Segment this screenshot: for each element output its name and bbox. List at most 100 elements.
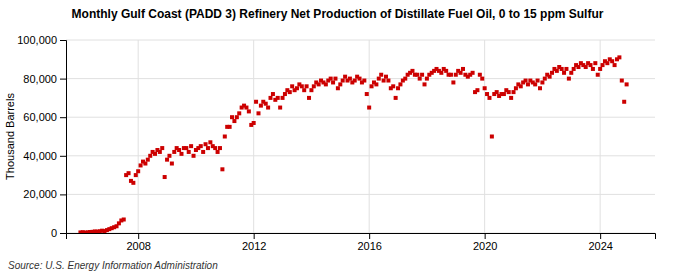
point xyxy=(230,115,234,119)
point xyxy=(480,77,484,81)
point xyxy=(598,67,602,71)
point xyxy=(146,158,150,162)
tick-mark xyxy=(138,233,139,239)
tick: 60,000 xyxy=(23,111,66,123)
point xyxy=(423,82,427,86)
point xyxy=(252,121,256,125)
point xyxy=(312,84,316,88)
point xyxy=(201,150,205,154)
point xyxy=(502,92,506,96)
tick: 0 xyxy=(51,227,66,239)
point xyxy=(584,65,588,69)
point xyxy=(271,92,275,96)
point xyxy=(449,73,453,77)
point xyxy=(283,92,287,96)
point xyxy=(131,181,135,185)
point xyxy=(256,111,260,115)
point xyxy=(625,82,629,86)
y-axis-title: Thousand Barrels xyxy=(4,93,16,180)
point xyxy=(519,84,523,88)
tick-mark xyxy=(60,233,66,234)
point xyxy=(425,77,429,81)
point xyxy=(410,69,414,73)
tick: 2012 xyxy=(242,233,266,252)
point xyxy=(382,79,386,83)
point xyxy=(223,135,227,139)
point xyxy=(187,150,191,154)
tick-label: 2008 xyxy=(126,240,150,252)
point xyxy=(353,79,357,83)
point xyxy=(569,71,573,75)
point xyxy=(512,90,516,94)
point xyxy=(377,77,381,81)
tick: 20,000 xyxy=(23,188,66,200)
point xyxy=(307,96,311,100)
tick: 2008 xyxy=(126,233,150,252)
tick-label: 20,000 xyxy=(23,188,57,200)
tick: 2016 xyxy=(357,233,381,252)
point xyxy=(475,88,479,92)
tick: 2024 xyxy=(588,233,612,252)
point xyxy=(143,162,147,166)
point xyxy=(208,140,212,144)
point xyxy=(324,82,328,86)
tick-mark xyxy=(60,40,66,41)
point xyxy=(543,77,547,81)
point xyxy=(232,119,236,123)
point xyxy=(206,146,210,150)
point xyxy=(247,109,251,113)
point xyxy=(550,71,554,75)
point xyxy=(172,150,176,154)
point xyxy=(264,102,268,106)
point xyxy=(555,69,559,73)
y-axis: 020,00040,00060,00080,000100,000 xyxy=(17,34,66,239)
grid-line-x xyxy=(253,40,254,233)
point xyxy=(533,82,537,86)
point xyxy=(167,154,171,158)
point xyxy=(139,163,143,167)
point xyxy=(386,79,390,83)
point xyxy=(160,146,164,150)
point xyxy=(540,80,544,84)
source: Source: U.S. Energy Information Administ… xyxy=(8,260,218,271)
point xyxy=(403,77,407,81)
point xyxy=(278,106,282,110)
point xyxy=(348,77,352,81)
tick-label: 2012 xyxy=(242,240,266,252)
point xyxy=(394,96,398,100)
point xyxy=(220,167,224,171)
title: Monthly Gulf Coast (PADD 3) Refinery Net… xyxy=(72,7,604,21)
point xyxy=(179,152,183,156)
point xyxy=(134,173,138,177)
point xyxy=(276,96,280,100)
point xyxy=(560,67,564,71)
point xyxy=(204,142,208,146)
point xyxy=(269,96,273,100)
tick-label: 100,000 xyxy=(17,34,57,46)
point xyxy=(593,61,597,65)
point xyxy=(127,171,131,175)
point xyxy=(567,77,571,81)
point xyxy=(451,80,455,84)
point xyxy=(379,73,383,77)
point xyxy=(370,84,374,88)
point xyxy=(605,61,609,65)
point xyxy=(343,75,347,79)
point xyxy=(526,82,530,86)
point xyxy=(514,86,518,90)
point xyxy=(538,86,542,90)
points xyxy=(78,55,628,233)
point xyxy=(471,71,475,75)
point xyxy=(374,82,378,86)
point xyxy=(295,86,299,90)
point xyxy=(331,80,335,84)
tick-mark xyxy=(60,117,66,118)
point xyxy=(365,92,369,96)
point xyxy=(439,71,443,75)
grid-line-x xyxy=(484,40,485,233)
point xyxy=(290,84,294,88)
point xyxy=(336,86,340,90)
point xyxy=(228,125,232,129)
point xyxy=(620,79,624,83)
point xyxy=(158,150,162,154)
